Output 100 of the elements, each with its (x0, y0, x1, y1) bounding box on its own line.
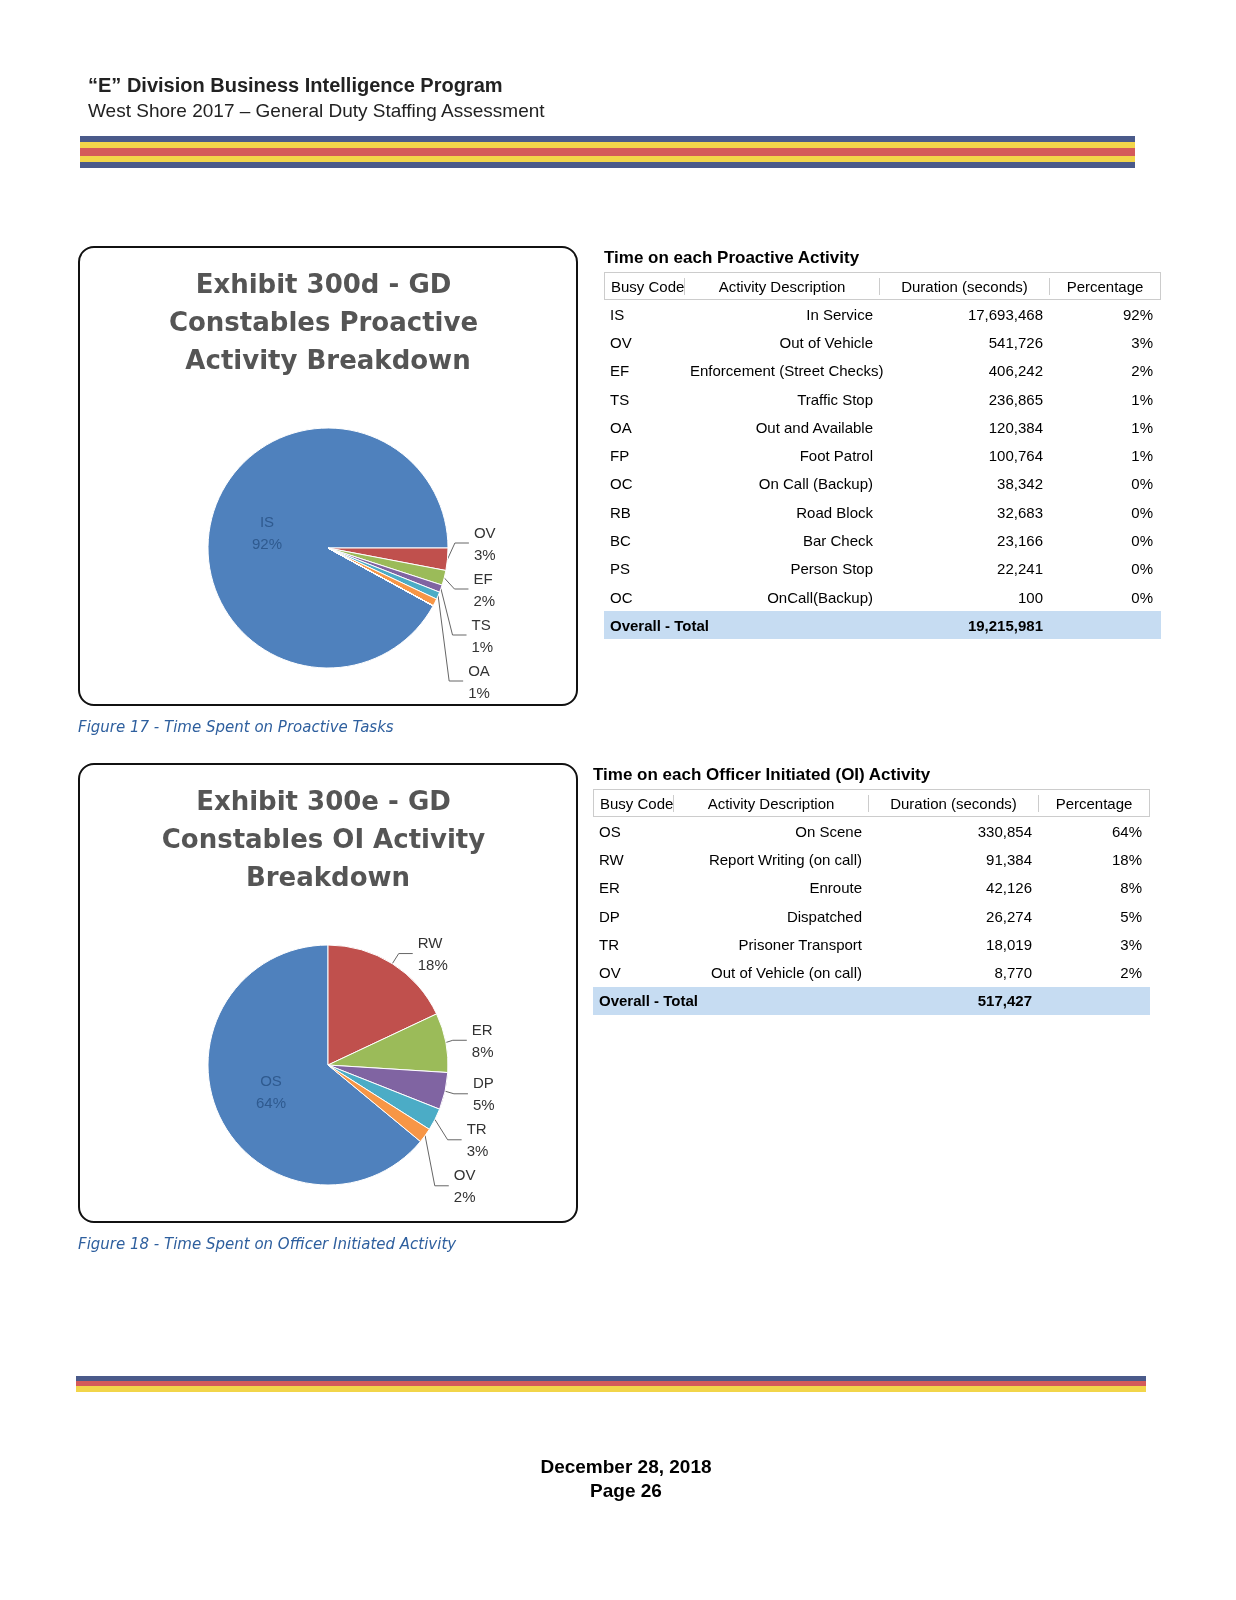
text: Report Writing (on call) (707, 850, 863, 868)
data-label: 1% (468, 683, 490, 701)
text: Prisoner Transport (737, 935, 863, 953)
text: 22,241 (996, 560, 1044, 578)
text: TS (609, 390, 631, 408)
text: 100 (1016, 588, 1044, 606)
text: 8% (1119, 879, 1143, 897)
text: 3% (1130, 333, 1154, 351)
text: Activity Description (674, 794, 869, 812)
text: IS (609, 305, 626, 323)
text: Out of Vehicle (on call) (710, 964, 863, 982)
text: Bar Check (801, 532, 874, 550)
slice-label: DP (472, 1074, 494, 1092)
text: 2% (1119, 964, 1143, 982)
text: Busy Code (605, 277, 685, 295)
text: OV (598, 964, 622, 982)
text: OC (609, 588, 634, 606)
text: 0% (1130, 532, 1154, 550)
text: Person Stop (789, 560, 874, 578)
data-label: 18% (417, 956, 448, 974)
text: 0% (1130, 588, 1154, 606)
text: Duration (seconds) (880, 277, 1050, 295)
text: Out of Vehicle (778, 333, 874, 351)
slice-label: OV (473, 523, 496, 541)
text: PS (609, 560, 631, 578)
text: 0% (1130, 503, 1154, 521)
text: “E” Division Business Intelligence Program (88, 74, 503, 97)
text: In Service (805, 305, 874, 323)
text: 92% (1121, 305, 1154, 323)
text: 38,342 (996, 475, 1044, 493)
text: OS (598, 822, 622, 840)
text: 3% (1119, 935, 1143, 953)
text: OA (609, 418, 633, 436)
text: 2% (1130, 362, 1154, 380)
text: 0% (1130, 560, 1154, 578)
chart-title: Exhibit 300e - GD Constables OI Activity Breakdown (161, 786, 495, 892)
text: Duration (seconds) (869, 794, 1039, 812)
slice-label: RW (417, 934, 444, 952)
text: 517,427 (976, 992, 1033, 1010)
text: 406,242 (988, 362, 1043, 380)
text: Overall - Total (598, 992, 699, 1010)
slice-label: OA (468, 661, 490, 679)
text: 18,019 (985, 935, 1033, 953)
data-label: 2% (453, 1188, 476, 1206)
text: DP (598, 907, 621, 925)
text: Activity Description (685, 277, 880, 295)
text: Overall - Total (609, 616, 710, 634)
text: Traffic Stop (796, 390, 874, 408)
data-label: 5% (472, 1096, 495, 1114)
caption: Figure 17 - Time Spent on Proactive Tasks (78, 718, 394, 736)
text: 541,726 (987, 333, 1044, 351)
text: Page 26 (589, 1479, 663, 1503)
text: Time on each Officer Initiated (OI) Activity (593, 765, 932, 785)
text: OV (609, 333, 633, 351)
data-label: 8% (471, 1042, 494, 1060)
text: 18% (1110, 850, 1143, 868)
caption: Figure 18 - Time Spent on Officer Initiated Activity (78, 1235, 457, 1253)
text: 91,384 (985, 850, 1033, 868)
text: On Call (Backup) (757, 475, 874, 493)
chart-title: Exhibit 300d - GD Constables Proactive Activity Breakdown (168, 269, 488, 375)
text: ER (598, 879, 621, 897)
text: 330,854 (976, 822, 1033, 840)
text: Dispatched (785, 907, 863, 925)
text: Percentage (1065, 277, 1145, 295)
text: OnCall(Backup) (766, 588, 874, 606)
text: RW (598, 850, 625, 868)
text: West Shore 2017 – General Duty Staffing Assessment (88, 100, 545, 122)
text: On Scene (794, 822, 863, 840)
slice-label: ER (471, 1020, 493, 1038)
text: 5% (1119, 907, 1143, 925)
text: Enroute (808, 879, 863, 897)
text: 17,693,468 (966, 305, 1044, 323)
text: 64% (1110, 822, 1143, 840)
text: 1% (1130, 447, 1154, 465)
slice-label: OV (453, 1166, 476, 1184)
text: 42,126 (985, 879, 1033, 897)
data-label: 2% (473, 591, 496, 609)
text: Busy Code (594, 794, 674, 812)
text: TR (598, 935, 620, 953)
text: Enforcement (Street Checks) (689, 362, 884, 380)
text: FP (609, 447, 631, 465)
slice-label: EF (473, 569, 493, 587)
text: 1% (1130, 418, 1154, 436)
text: 32,683 (996, 503, 1044, 521)
text: 26,274 (985, 907, 1033, 925)
text: 23,166 (996, 532, 1044, 550)
slice-label: TS (471, 615, 491, 633)
text: 8,770 (993, 964, 1033, 982)
text: BC (609, 532, 632, 550)
text: RB (609, 503, 632, 521)
text: Foot Patrol (798, 447, 874, 465)
data-label: 3% (466, 1142, 489, 1160)
text: 120,384 (987, 418, 1044, 436)
data-label: 1% (471, 637, 494, 655)
text: Percentage (1054, 794, 1134, 812)
slice-label: TR (466, 1120, 487, 1138)
text: Time on each Proactive Activity (604, 248, 861, 268)
text: Road Block (795, 503, 874, 521)
text: OC (609, 475, 634, 493)
text: 236,865 (987, 390, 1044, 408)
